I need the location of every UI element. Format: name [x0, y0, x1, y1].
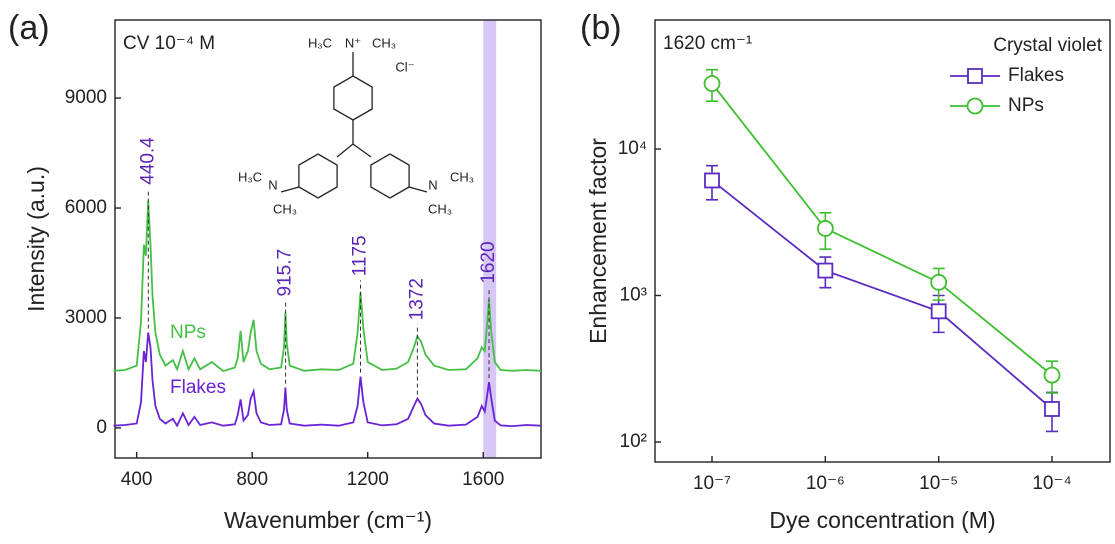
peak-label: 915.7 [275, 249, 296, 297]
marker [930, 303, 947, 320]
structure-label: CH₃ [450, 169, 474, 184]
y-tick-label: 10² [620, 431, 647, 452]
marker [1043, 366, 1061, 384]
ring [298, 153, 338, 199]
annotation: 1620 cm⁻¹ [663, 33, 752, 54]
y-tick-label: 9000 [65, 87, 107, 108]
y-tick-label: 0 [96, 417, 107, 438]
structure-label: CH₃ [372, 35, 396, 50]
marker [704, 172, 720, 189]
panel-label: (b) [580, 9, 622, 47]
marker [703, 75, 721, 92]
series-line [711, 82, 1053, 376]
x-tick-label: 800 [236, 469, 268, 490]
marker [1044, 401, 1060, 417]
legend-marker [967, 68, 983, 84]
bonds [280, 52, 428, 193]
marker [930, 273, 948, 291]
plot-frame [654, 19, 1111, 463]
peak-label: 440.4 [137, 137, 158, 185]
x-tick-label: 10⁻⁵ [919, 473, 958, 494]
structure [280, 52, 428, 199]
panel-label: (a) [8, 9, 50, 47]
x-tick-label: 400 [121, 469, 153, 490]
y-tick-label: 3000 [65, 307, 107, 328]
structure-label: N⁺ [345, 35, 361, 50]
y-axis-label: Intensity (a.u.) [23, 166, 49, 312]
y-axis-label: Enhancement factor [585, 138, 611, 344]
peak-label: 1175 [350, 235, 371, 276]
structure-label: N [268, 177, 277, 192]
legend-label: Flakes [1008, 65, 1064, 86]
marker [817, 262, 834, 279]
structure-label: CH₃ [273, 201, 297, 216]
x-tick-label: 1600 [462, 469, 504, 490]
structure-label: H₃C [308, 35, 332, 50]
marker [816, 220, 834, 237]
series-line [711, 179, 1053, 410]
structure-label: H₃C [238, 169, 262, 184]
y-tick-label: 6000 [65, 197, 107, 218]
legend-marker [966, 97, 984, 115]
peak-label: 1372 [406, 278, 427, 320]
series-label: NPs [170, 322, 206, 343]
structure-label: CH₃ [428, 201, 452, 216]
y-tick-label: 10⁴ [618, 138, 647, 159]
x-tick-label: 10⁻⁴ [1032, 473, 1071, 494]
structure-label: Cl⁻ [395, 59, 414, 74]
x-tick-label: 1200 [347, 469, 389, 490]
structure-label: N [428, 177, 437, 192]
x-tick-label: 10⁻⁷ [693, 473, 731, 494]
plot-frame [114, 19, 542, 459]
spectrum-line [113, 200, 542, 373]
y-tick-label: 10³ [620, 285, 647, 306]
ring [333, 75, 373, 121]
peak-label: 1620 [478, 241, 499, 283]
series-label: Flakes [170, 377, 226, 398]
legend-label: NPs [1008, 95, 1044, 116]
x-axis-label: Dye concentration (M) [769, 507, 995, 533]
annotation: CV 10⁻⁴ M [123, 33, 215, 54]
x-axis-label: Wavenumber (cm⁻¹) [224, 507, 432, 533]
legend-title: Crystal violet [993, 35, 1102, 56]
ring [370, 153, 410, 199]
spectrum-line [113, 332, 542, 428]
x-tick-label: 10⁻⁶ [806, 473, 845, 494]
